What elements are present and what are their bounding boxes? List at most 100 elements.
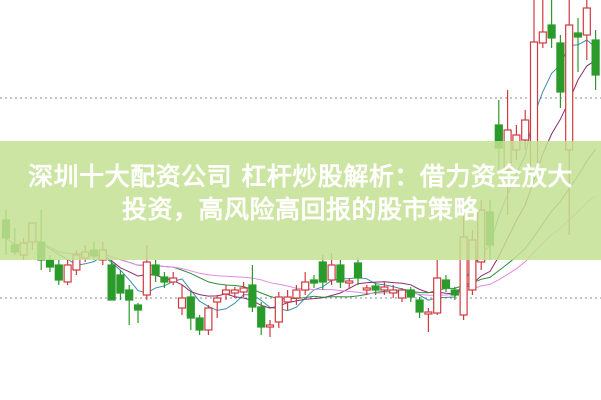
- candle-body: [397, 289, 407, 299]
- candle-up: [230, 287, 239, 298]
- candle-body: [169, 277, 178, 283]
- candle-body: [538, 31, 547, 44]
- candle-body: [283, 296, 292, 303]
- candle-down: [125, 285, 134, 325]
- candle-up: [538, 0, 547, 48]
- candle-down: [248, 265, 257, 312]
- candle-up: [362, 285, 371, 295]
- candle-body: [591, 39, 600, 76]
- candle-body: [248, 284, 257, 308]
- candle-down: [133, 303, 143, 323]
- candle-down: [107, 260, 116, 301]
- candle-up: [221, 285, 231, 300]
- candle-body: [450, 289, 459, 296]
- candle-body: [336, 264, 345, 283]
- candle-down: [151, 260, 160, 282]
- candle-down: [54, 260, 63, 285]
- candle-body: [318, 261, 327, 283]
- candle-body: [521, 119, 530, 141]
- candle-up: [292, 285, 301, 305]
- candle-down: [186, 292, 195, 330]
- candle-body: [362, 287, 371, 291]
- candle-down: [406, 287, 415, 302]
- candle-down: [441, 275, 451, 292]
- candle-body: [345, 280, 354, 284]
- candle-down: [257, 302, 266, 335]
- title-banner: [0, 141, 601, 260]
- candle-body: [186, 296, 195, 319]
- candle-down: [309, 275, 319, 288]
- candle-up: [204, 305, 213, 335]
- candle-body: [565, 24, 574, 151]
- candle-body: [292, 289, 301, 299]
- candle-body: [230, 289, 239, 294]
- candle-body: [195, 317, 204, 331]
- candle-body: [239, 287, 248, 293]
- candle-body: [371, 285, 380, 291]
- candle-body: [63, 264, 72, 283]
- candle-body: [116, 274, 125, 294]
- candle-down: [195, 315, 204, 335]
- candle-up: [213, 295, 222, 318]
- candle-body: [309, 279, 319, 284]
- candle-body: [406, 289, 415, 298]
- candle-up: [424, 308, 433, 332]
- candle-up: [265, 320, 275, 337]
- candle-down: [353, 258, 363, 285]
- candle-up: [380, 282, 389, 295]
- candle-body: [274, 296, 283, 323]
- candle-body: [204, 307, 213, 331]
- candle-up: [389, 285, 398, 298]
- candle-body: [177, 297, 187, 309]
- candle-body: [301, 281, 310, 291]
- candle-down: [116, 270, 125, 300]
- candle-body: [389, 289, 398, 294]
- candle-down: [415, 297, 424, 318]
- candle-body: [353, 262, 363, 279]
- candle-up: [169, 272, 178, 285]
- title-line-2: 投资，高风险高回报的股市策略: [121, 195, 479, 224]
- candle-down: [547, 0, 556, 48]
- candle-body: [380, 286, 389, 291]
- candle-body: [257, 306, 266, 328]
- candle-body: [573, 32, 583, 38]
- candle-body: [45, 259, 55, 268]
- candle-up: [283, 290, 292, 310]
- candle-body: [133, 304, 143, 311]
- title-line-1: 深圳十大配资公司 杠杆炒股解析：借力资金放大: [28, 162, 573, 191]
- candle-up: [397, 288, 407, 302]
- candle-body: [433, 277, 442, 314]
- candle-up: [63, 260, 72, 285]
- candle-body: [556, 42, 565, 93]
- article-title: 深圳十大配资公司 杠杆炒股解析：借力资金放大 投资，高风险高回报的股市策略: [0, 160, 601, 226]
- candle-down: [591, 30, 600, 90]
- candle-down: [318, 255, 327, 290]
- candle-down: [573, 18, 583, 72]
- candle-up: [274, 292, 283, 328]
- candle-down: [336, 260, 345, 288]
- candle-down: [371, 282, 380, 295]
- candle-body: [107, 264, 116, 301]
- candle-up: [582, 0, 591, 60]
- candle-up: [345, 278, 354, 288]
- candle-down: [450, 287, 459, 300]
- candle-body: [151, 264, 160, 276]
- candle-body: [441, 279, 451, 289]
- candle-body: [221, 289, 231, 295]
- candle-body: [327, 264, 336, 281]
- candle-up: [433, 260, 442, 315]
- candle-body: [415, 299, 424, 313]
- candle-body: [424, 311, 433, 315]
- candle-body: [265, 324, 275, 328]
- candle-body: [125, 289, 134, 301]
- candle-body: [547, 24, 556, 39]
- candle-down: [556, 35, 565, 108]
- candle-down: [160, 272, 169, 288]
- candle-up: [301, 272, 310, 295]
- candle-body: [213, 297, 222, 303]
- candle-body: [54, 264, 63, 281]
- candle-body: [582, 7, 591, 36]
- candle-body: [160, 276, 169, 283]
- candle-up: [177, 285, 187, 315]
- candle-body: [142, 261, 151, 296]
